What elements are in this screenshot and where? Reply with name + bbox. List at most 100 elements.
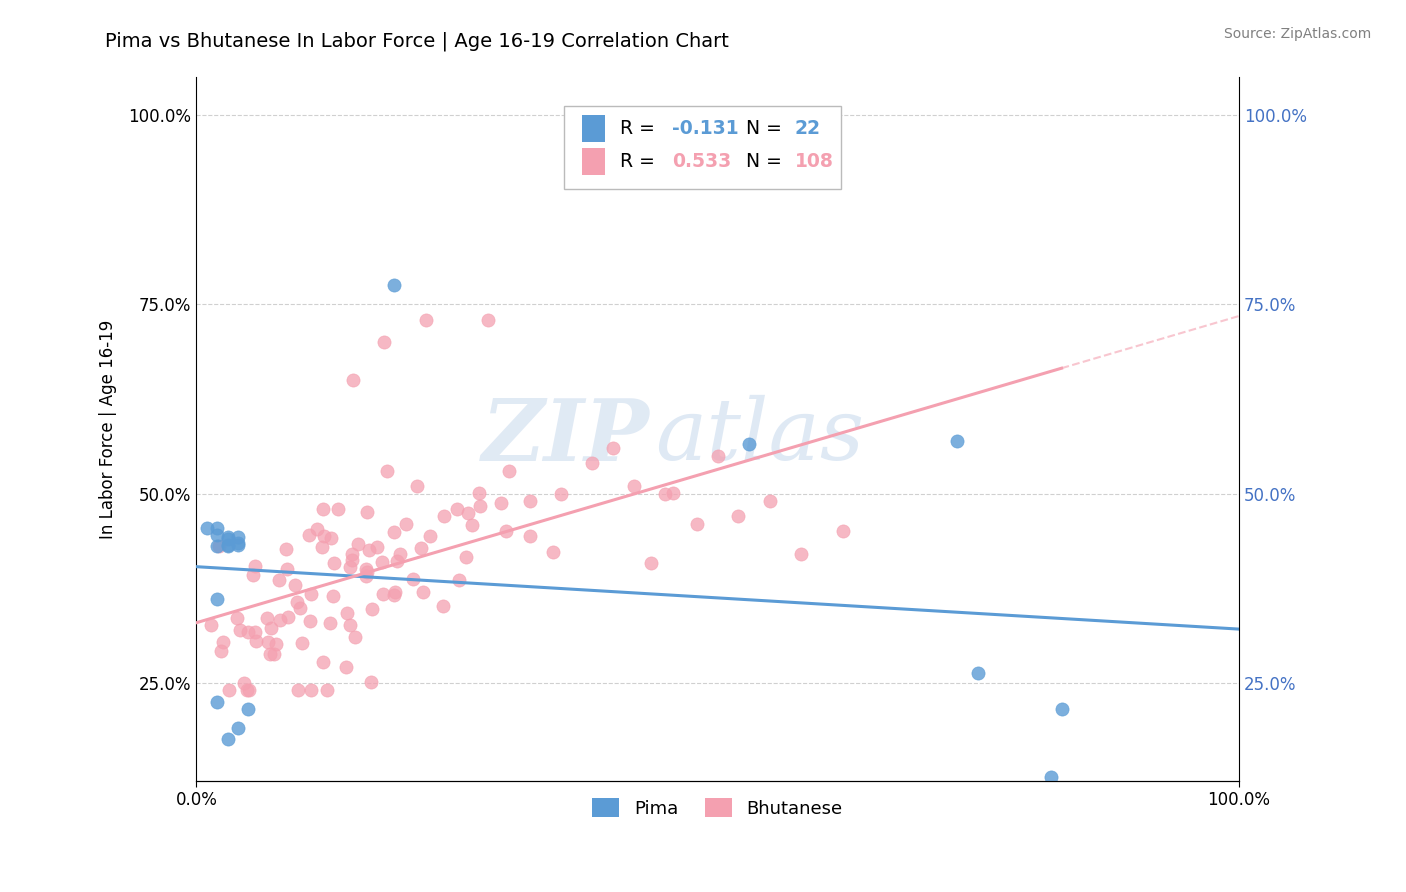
Point — [259, 648, 281, 662]
Point — [267, 573, 290, 587]
Point — [415, 312, 437, 326]
Point — [319, 532, 342, 546]
Point — [217, 540, 239, 554]
Text: R =: R = — [620, 120, 661, 138]
Text: R =: R = — [620, 153, 661, 171]
Text: 0.533: 0.533 — [672, 153, 731, 171]
Point — [946, 434, 969, 448]
Text: -0.131: -0.131 — [672, 120, 738, 138]
Point — [336, 606, 359, 620]
Point — [662, 485, 685, 500]
Point — [217, 532, 239, 546]
Point — [238, 683, 260, 698]
Point — [654, 486, 676, 500]
Point — [470, 500, 492, 514]
Point — [489, 496, 512, 510]
Point — [495, 524, 517, 538]
Point — [284, 577, 307, 591]
Point — [419, 529, 441, 543]
Point — [360, 674, 382, 689]
Point — [226, 535, 249, 549]
Point — [347, 536, 370, 550]
Point — [446, 501, 468, 516]
Point — [447, 574, 470, 588]
Point — [298, 614, 321, 628]
Legend: Pima, Bhutanese: Pima, Bhutanese — [585, 791, 851, 825]
Bar — [582, 148, 605, 175]
Point — [209, 643, 232, 657]
Point — [758, 494, 780, 508]
Point — [395, 517, 418, 532]
Point — [318, 616, 340, 631]
Point — [323, 557, 346, 571]
Point — [256, 634, 278, 648]
Point — [389, 547, 412, 561]
Y-axis label: In Labor Force | Age 16-19: In Labor Force | Age 16-19 — [100, 319, 117, 539]
Point — [312, 502, 335, 516]
Point — [790, 547, 813, 561]
Point — [226, 530, 249, 544]
Point — [402, 573, 425, 587]
Point — [236, 625, 259, 640]
Point — [433, 509, 456, 524]
Point — [243, 625, 266, 640]
Point — [315, 683, 337, 698]
Point — [727, 509, 749, 524]
Point — [686, 516, 709, 531]
Point — [550, 486, 572, 500]
Point — [217, 530, 239, 544]
Point — [477, 312, 499, 326]
Point — [519, 494, 541, 508]
Point — [411, 541, 433, 555]
Point — [342, 373, 364, 387]
Point — [468, 486, 491, 500]
Point — [211, 634, 233, 648]
Point — [343, 631, 366, 645]
Point — [342, 547, 364, 561]
Point — [371, 587, 394, 601]
Point — [460, 517, 482, 532]
Point — [382, 525, 405, 540]
Text: Source: ZipAtlas.com: Source: ZipAtlas.com — [1223, 27, 1371, 41]
Bar — [582, 115, 605, 142]
Point — [205, 540, 228, 554]
Point — [208, 539, 231, 553]
Point — [226, 538, 249, 552]
Point — [356, 505, 378, 519]
Point — [581, 456, 603, 470]
Point — [328, 502, 350, 516]
Point — [205, 695, 228, 709]
Point — [314, 529, 336, 543]
Point — [339, 618, 361, 632]
Point — [260, 621, 283, 635]
Point — [291, 636, 314, 650]
Point — [195, 520, 218, 534]
Point — [299, 683, 322, 698]
Point — [276, 561, 298, 575]
Text: N =: N = — [734, 120, 789, 138]
Point — [385, 554, 408, 568]
Point — [266, 637, 288, 651]
Point — [233, 676, 256, 690]
Point — [235, 683, 257, 698]
Point — [269, 613, 291, 627]
Point — [205, 528, 228, 542]
Point — [277, 610, 299, 624]
Point — [200, 618, 222, 632]
Point — [299, 587, 322, 601]
Point — [457, 506, 479, 520]
Point — [238, 702, 260, 716]
Text: 22: 22 — [794, 120, 821, 138]
Point — [456, 550, 478, 565]
Point — [335, 660, 357, 674]
Point — [640, 556, 662, 570]
Text: Pima vs Bhutanese In Labor Force | Age 16-19 Correlation Chart: Pima vs Bhutanese In Labor Force | Age 1… — [105, 31, 730, 51]
Point — [967, 665, 990, 680]
Point — [406, 479, 429, 493]
Point — [276, 541, 298, 556]
Point — [339, 560, 361, 574]
Point — [287, 683, 309, 698]
Point — [356, 566, 378, 580]
Point — [384, 584, 406, 599]
Point — [229, 623, 252, 637]
